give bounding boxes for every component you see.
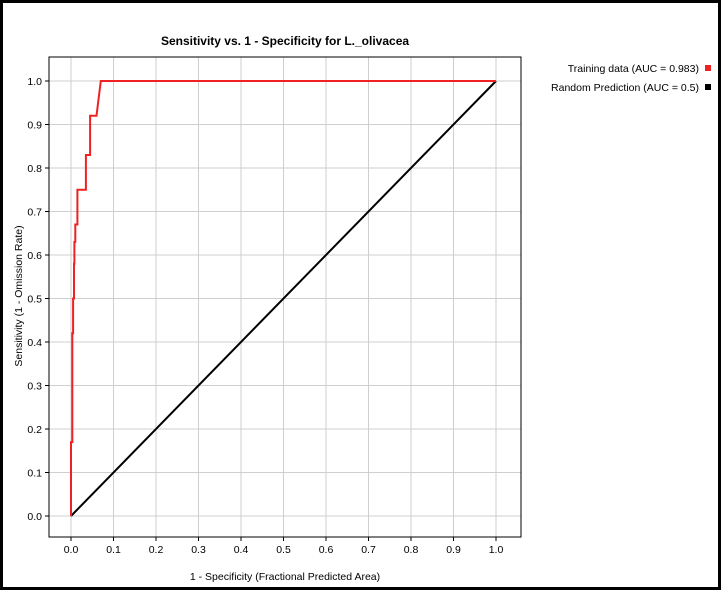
x-tick-label: 0.8 [404,544,419,556]
y-tick-label: 0.3 [27,381,42,393]
x-tick-label: 0.2 [149,544,164,556]
y-tick-label: 0.4 [27,337,42,349]
legend: Training data (AUC = 0.983) Random Predic… [551,63,711,94]
x-tick-label: 0.9 [446,544,461,556]
legend-label: Training data (AUC = 0.983) [568,63,699,75]
x-tick-label: 0.1 [106,544,121,556]
x-tick-label: 1.0 [489,544,504,556]
y-axis: 0.0 0.1 0.2 0.3 0.4 0.5 0.6 0.7 0.8 0.9 1.0 [27,76,49,523]
x-axis-label: 1 - Specificity (Fractional Predicted Ar… [190,571,380,583]
y-tick-label: 0.5 [27,294,42,306]
x-tick-label: 0.5 [276,544,291,556]
y-tick-label: 0.8 [27,163,42,175]
plot-area [48,56,522,538]
x-tick-label: 0.3 [191,544,206,556]
y-tick-label: 0.7 [27,207,42,219]
y-axis-label: Sensitivity (1 - Omission Rate) [13,225,25,366]
y-tick-label: 1.0 [27,76,42,88]
roc-chart: Sensitivity vs. 1 - Specificity for L._o… [13,34,711,583]
legend-label: Random Prediction (AUC = 0.5) [551,82,699,94]
chart-title: Sensitivity vs. 1 - Specificity for L._o… [161,34,409,48]
series-line-1 [70,80,497,517]
series-group [70,80,497,517]
x-tick-label: 0.7 [361,544,376,556]
x-axis: 0.0 0.1 0.2 0.3 0.4 0.5 0.6 0.7 0.8 0.9 1.0 [64,537,504,556]
x-tick-label: 0.4 [234,544,249,556]
y-tick-label: 0.6 [27,250,42,262]
x-tick-label: 0.0 [64,544,79,556]
y-tick-label: 0.9 [27,120,42,132]
x-tick-label: 0.6 [319,544,334,556]
legend-swatch [705,84,711,90]
y-tick-label: 0.2 [27,424,42,436]
series-line-0 [70,80,496,516]
legend-swatch [705,65,711,71]
y-tick-label: 0.1 [27,468,42,480]
y-tick-label: 0.0 [27,511,42,523]
